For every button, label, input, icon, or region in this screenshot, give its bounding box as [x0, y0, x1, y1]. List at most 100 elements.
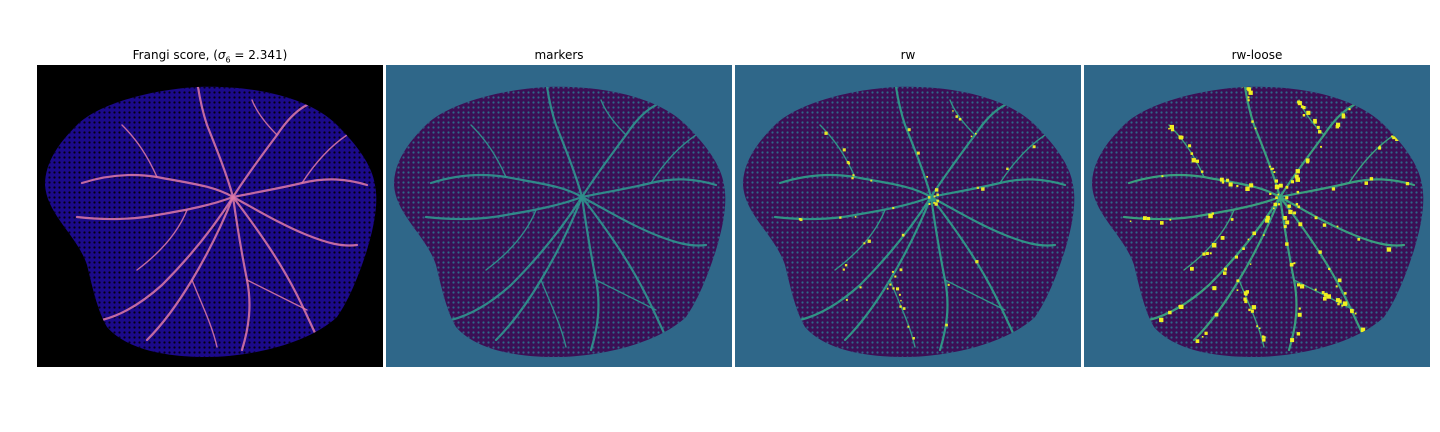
segmentation-spot [852, 174, 855, 177]
vessel [449, 195, 584, 322]
segmentation-spot [1295, 177, 1300, 182]
panel-title: Frangi score, (σ6 = 2.341) [132, 48, 288, 65]
segmentation-spot [1180, 135, 1184, 139]
segmentation-spot [799, 218, 803, 222]
segmentation-spot [1204, 331, 1208, 335]
segmentation-spot [933, 202, 935, 204]
segmentation-spot [1321, 291, 1325, 294]
segmentation-spot [1214, 312, 1219, 317]
segmentation-spot [1392, 136, 1396, 140]
vessel [944, 279, 1006, 311]
segmentation-spot [1188, 144, 1192, 148]
segmentation-spot [912, 337, 915, 340]
segmentation-spot [1296, 190, 1300, 194]
segmentation-spot [1263, 336, 1266, 339]
segmentation-spot [1265, 218, 1270, 223]
segmentation-spot [1250, 309, 1254, 313]
segmentation-spot [1032, 145, 1036, 149]
segmentation-spot [894, 275, 897, 278]
segmentation-spot [1341, 114, 1346, 119]
segmentation-spot [1320, 145, 1322, 148]
segmentation-spot [845, 298, 848, 301]
segmentation-spot [1201, 170, 1204, 173]
segmentation-spot [1190, 152, 1194, 155]
segmentation-spot [1244, 300, 1248, 304]
segmentation-spot [1129, 220, 1132, 222]
vessel [595, 279, 657, 311]
segmentation-spot [1261, 335, 1265, 338]
segmentation-spot [902, 307, 906, 310]
segmentation-spot [958, 118, 962, 121]
segmentation-spot [1224, 267, 1227, 271]
segmentation-spot [1251, 305, 1256, 310]
vessel [1348, 134, 1395, 184]
segmentation-spot [1191, 158, 1196, 163]
segmentation-spot [936, 199, 939, 203]
panel-title: rw-loose [1231, 48, 1283, 62]
segmentation-spot [1236, 289, 1239, 291]
segmentation-spot [901, 233, 905, 237]
segmentation-spot [1270, 167, 1273, 171]
segmentation-spot [1293, 262, 1296, 265]
segmentation-spot [1290, 338, 1295, 343]
segmentation-spot [1285, 242, 1289, 246]
segmentation-spot [891, 270, 894, 273]
segmentation-spot [1322, 223, 1327, 227]
panel-rw: rw [735, 48, 1081, 367]
segmentation-spot [1323, 297, 1327, 301]
segmentation-spot [1209, 252, 1212, 255]
segmentation-spot [1275, 196, 1278, 199]
segmentation-spot [1336, 225, 1339, 228]
vessel [893, 86, 933, 199]
segmentation-spot [1273, 171, 1276, 173]
vessel [195, 86, 235, 199]
segmentation-spot [1247, 96, 1250, 99]
segmentation-spot [1297, 312, 1302, 317]
segmentation-spot [955, 115, 959, 118]
segmentation-spot [1275, 184, 1279, 188]
segmentation-spot [1256, 325, 1258, 328]
segmentation-spot [1161, 175, 1164, 178]
segmentation-spot [1350, 308, 1354, 313]
segmentation-spot [907, 128, 911, 132]
segmentation-spot [1212, 286, 1217, 291]
segmentation-spot [1331, 187, 1336, 191]
segmentation-spot [889, 283, 892, 286]
vessel [75, 195, 235, 221]
segmentation-spot [1221, 181, 1225, 184]
segmentation-spot [1277, 193, 1280, 196]
segmentation-spot [1283, 216, 1288, 220]
vessel [231, 195, 359, 247]
segmentation-spot [1006, 167, 1009, 170]
vessel [650, 134, 697, 184]
segmentation-spot [1288, 209, 1293, 215]
segmentation-spot [1298, 307, 1301, 310]
segmentation-spot [1249, 183, 1254, 188]
markers-image [386, 65, 732, 367]
vessel-network [424, 86, 718, 352]
vessel [301, 134, 348, 184]
vessel [100, 195, 235, 322]
segmentation-spot [975, 132, 977, 135]
rw-loose-image [1084, 65, 1430, 367]
segmentation-spot [1146, 216, 1151, 221]
segmentation-spot [1170, 128, 1175, 132]
segmentation-spot [1205, 251, 1209, 255]
segmentation-spot [1285, 220, 1290, 225]
panel-title: markers [534, 48, 584, 62]
segmentation-spot [1335, 298, 1340, 303]
segmentation-spot [907, 325, 910, 328]
segmentation-spot [1337, 302, 1340, 306]
vessel [889, 279, 916, 348]
vessel [231, 195, 319, 339]
segmentation-spot [1262, 338, 1266, 342]
segmentation-spot [1326, 294, 1331, 299]
segmentation-spot [1274, 179, 1278, 183]
vessel [191, 279, 218, 348]
vessel-network [1122, 86, 1416, 352]
segmentation-spot [1178, 135, 1182, 139]
segmentation-spot [1379, 145, 1381, 148]
segmentation-spot [1318, 130, 1322, 134]
segmentation-spot [1245, 186, 1250, 191]
segmentation-spot [935, 188, 939, 192]
